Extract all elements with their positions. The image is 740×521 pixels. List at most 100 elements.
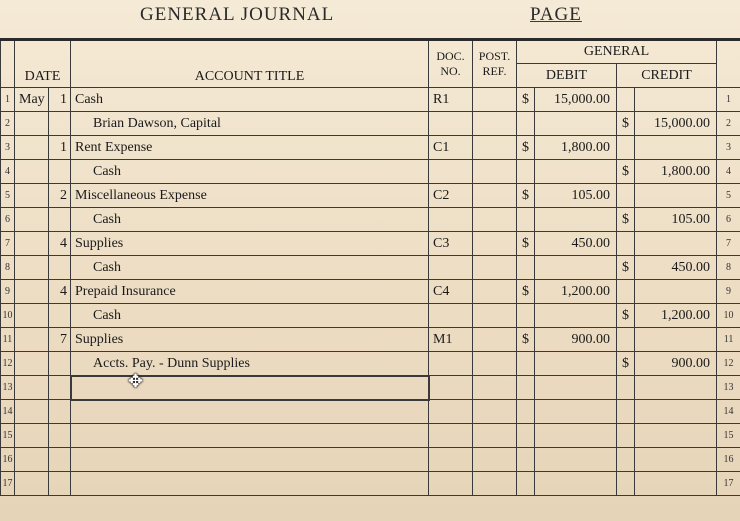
date-day-cell[interactable] [49, 376, 71, 400]
post-ref-cell[interactable] [473, 280, 517, 304]
row-number-right[interactable]: 13 [717, 376, 740, 400]
date-month-cell[interactable] [15, 304, 49, 328]
date-month-cell[interactable] [15, 424, 49, 448]
credit-symbol-cell[interactable] [617, 376, 635, 400]
credit-symbol-cell[interactable] [617, 184, 635, 208]
date-day-cell[interactable] [49, 256, 71, 280]
date-month-cell[interactable] [15, 232, 49, 256]
debit-amount-cell[interactable] [535, 304, 617, 328]
row-number-left[interactable]: 6 [1, 208, 15, 232]
debit-amount-cell[interactable] [535, 376, 617, 400]
credit-symbol-cell[interactable] [617, 472, 635, 496]
doc-no-cell[interactable] [429, 352, 473, 376]
date-day-cell[interactable]: 2 [49, 184, 71, 208]
post-ref-cell[interactable] [473, 424, 517, 448]
date-month-cell[interactable] [15, 184, 49, 208]
post-ref-cell[interactable] [473, 136, 517, 160]
doc-no-cell[interactable] [429, 112, 473, 136]
debit-symbol-cell[interactable]: $ [517, 280, 535, 304]
credit-amount-cell[interactable] [635, 376, 717, 400]
debit-symbol-cell[interactable] [517, 400, 535, 424]
row-number-left[interactable]: 5 [1, 184, 15, 208]
doc-no-cell[interactable]: C1 [429, 136, 473, 160]
debit-symbol-cell[interactable] [517, 472, 535, 496]
date-day-cell[interactable] [49, 352, 71, 376]
credit-amount-cell[interactable] [635, 472, 717, 496]
account-title-cell[interactable]: Miscellaneous Expense [71, 184, 429, 208]
row-number-right[interactable]: 12 [717, 352, 740, 376]
debit-symbol-cell[interactable] [517, 112, 535, 136]
row-number-right[interactable]: 4 [717, 160, 740, 184]
account-title-cell[interactable]: Brian Dawson, Capital [71, 112, 429, 136]
debit-amount-cell[interactable]: 1,800.00 [535, 136, 617, 160]
row-number-right[interactable]: 17 [717, 472, 740, 496]
date-day-cell[interactable]: 7 [49, 328, 71, 352]
date-month-cell[interactable] [15, 376, 49, 400]
credit-amount-cell[interactable]: 15,000.00 [635, 112, 717, 136]
account-title-cell[interactable]: Cash [71, 256, 429, 280]
account-title-cell[interactable]: Cash [71, 88, 429, 112]
debit-amount-cell[interactable]: 900.00 [535, 328, 617, 352]
row-number-left[interactable]: 14 [1, 400, 15, 424]
credit-symbol-cell[interactable]: $ [617, 160, 635, 184]
row-number-left[interactable]: 12 [1, 352, 15, 376]
post-ref-cell[interactable] [473, 376, 517, 400]
post-ref-cell[interactable] [473, 88, 517, 112]
account-title-cell[interactable]: Supplies [71, 232, 429, 256]
credit-amount-cell[interactable] [635, 280, 717, 304]
account-title-cell[interactable] [71, 400, 429, 424]
debit-symbol-cell[interactable]: $ [517, 88, 535, 112]
debit-amount-cell[interactable] [535, 424, 617, 448]
doc-no-cell[interactable] [429, 448, 473, 472]
credit-symbol-cell[interactable]: $ [617, 256, 635, 280]
credit-symbol-cell[interactable] [617, 280, 635, 304]
date-day-cell[interactable] [49, 304, 71, 328]
debit-symbol-cell[interactable] [517, 256, 535, 280]
account-title-cell[interactable] [71, 448, 429, 472]
date-day-cell[interactable] [49, 160, 71, 184]
credit-symbol-cell[interactable]: $ [617, 208, 635, 232]
debit-amount-cell[interactable]: 105.00 [535, 184, 617, 208]
date-month-cell[interactable] [15, 160, 49, 184]
date-day-cell[interactable] [49, 400, 71, 424]
credit-amount-cell[interactable] [635, 184, 717, 208]
credit-symbol-cell[interactable] [617, 448, 635, 472]
debit-symbol-cell[interactable] [517, 208, 535, 232]
date-month-cell[interactable] [15, 208, 49, 232]
account-title-cell[interactable]: Rent Expense [71, 136, 429, 160]
row-number-right[interactable]: 10 [717, 304, 740, 328]
post-ref-cell[interactable] [473, 400, 517, 424]
post-ref-cell[interactable] [473, 472, 517, 496]
credit-amount-cell[interactable]: 900.00 [635, 352, 717, 376]
row-number-left[interactable]: 13 [1, 376, 15, 400]
credit-amount-cell[interactable] [635, 88, 717, 112]
doc-no-cell[interactable]: C3 [429, 232, 473, 256]
account-title-cell[interactable]: Accts. Pay. - Dunn Supplies [71, 352, 429, 376]
post-ref-cell[interactable] [473, 232, 517, 256]
post-ref-cell[interactable] [473, 328, 517, 352]
account-title-cell[interactable]: Cash [71, 208, 429, 232]
post-ref-cell[interactable] [473, 112, 517, 136]
debit-amount-cell[interactable] [535, 160, 617, 184]
date-month-cell[interactable] [15, 448, 49, 472]
date-day-cell[interactable] [49, 424, 71, 448]
post-ref-cell[interactable] [473, 352, 517, 376]
date-month-cell[interactable] [15, 352, 49, 376]
date-day-cell[interactable] [49, 208, 71, 232]
row-number-right[interactable]: 14 [717, 400, 740, 424]
doc-no-cell[interactable]: C4 [429, 280, 473, 304]
debit-amount-cell[interactable] [535, 400, 617, 424]
doc-no-cell[interactable] [429, 400, 473, 424]
credit-symbol-cell[interactable] [617, 424, 635, 448]
account-title-cell[interactable]: Prepaid Insurance [71, 280, 429, 304]
date-month-cell[interactable] [15, 112, 49, 136]
post-ref-cell[interactable] [473, 160, 517, 184]
account-title-cell[interactable] [71, 472, 429, 496]
debit-symbol-cell[interactable] [517, 424, 535, 448]
row-number-right[interactable]: 15 [717, 424, 740, 448]
date-day-cell[interactable]: 4 [49, 280, 71, 304]
row-number-right[interactable]: 6 [717, 208, 740, 232]
date-month-cell[interactable] [15, 328, 49, 352]
row-number-left[interactable]: 11 [1, 328, 15, 352]
row-number-left[interactable]: 15 [1, 424, 15, 448]
